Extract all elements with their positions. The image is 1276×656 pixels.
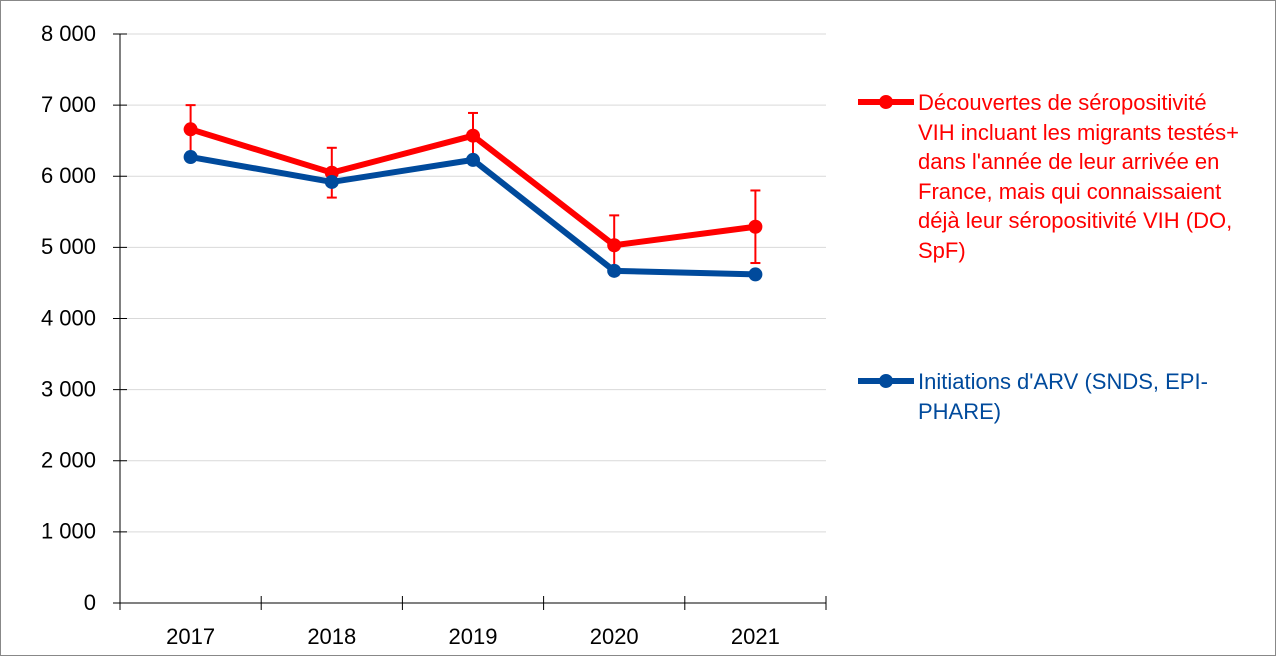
y-tick-label: 1 000	[41, 519, 96, 544]
x-tick-label: 2017	[166, 624, 215, 649]
x-tick-label: 2019	[449, 624, 498, 649]
x-tick-label: 2021	[731, 624, 780, 649]
legend-swatch-point	[879, 95, 893, 109]
x-tick-label: 2020	[590, 624, 639, 649]
point	[466, 128, 480, 143]
y-tick-label: 5 000	[41, 234, 96, 259]
y-tick-label: 8 000	[41, 21, 96, 46]
point	[748, 267, 763, 282]
series-line	[190, 154, 756, 278]
y-tick-label: 4 000	[41, 305, 96, 330]
point	[607, 238, 622, 253]
legend-label: Découvertes de séropositivité VIH inclua…	[918, 90, 1239, 263]
y-tick-label: 0	[84, 590, 96, 615]
point	[183, 150, 198, 165]
y-tick-label: 2 000	[41, 448, 96, 473]
y-tick-label: 3 000	[41, 376, 96, 401]
legend-swatch-point	[879, 374, 893, 388]
point	[324, 174, 339, 189]
legend-label: Initiations d'ARV (SNDS, EPI-PHARE)	[918, 369, 1208, 424]
point	[748, 219, 763, 234]
point	[183, 122, 198, 137]
y-tick-label: 6 000	[41, 163, 96, 188]
point	[466, 152, 480, 167]
point	[607, 263, 622, 278]
y-tick-label: 7 000	[41, 92, 96, 117]
x-tick-label: 2018	[307, 624, 356, 649]
